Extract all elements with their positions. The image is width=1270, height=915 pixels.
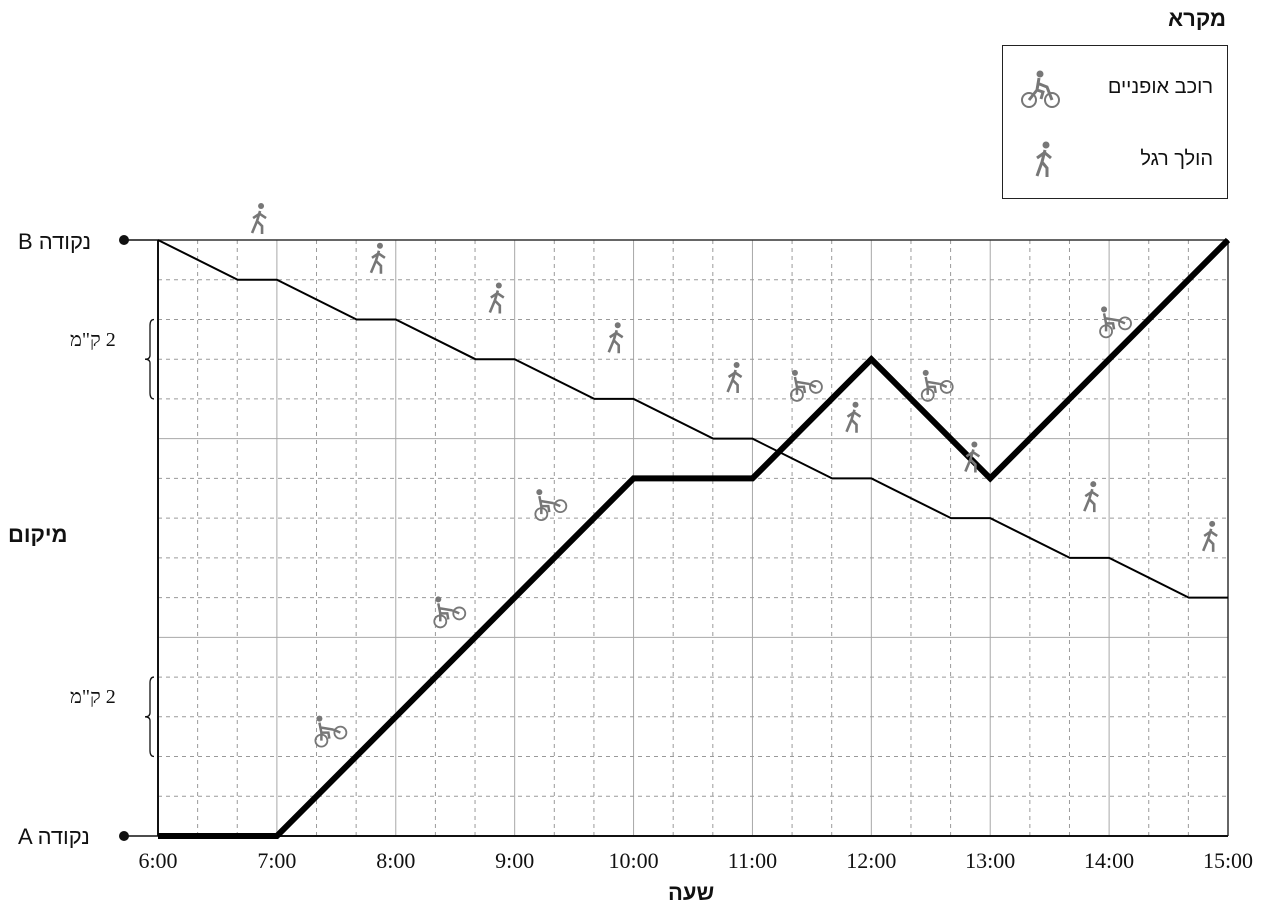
walker-icon [845, 401, 862, 433]
icon-layer [250, 203, 1218, 748]
series-line-cyclist [158, 237, 1231, 839]
cyclist-icon [534, 489, 568, 522]
walker-icon [369, 242, 386, 274]
walker-icon [1029, 140, 1059, 185]
x-tick-label: 15:00 [1203, 848, 1253, 873]
walker-icon [964, 441, 981, 473]
x-tick-label: 9:00 [495, 848, 534, 873]
walker-icon [250, 203, 267, 235]
x-tick-label: 13:00 [965, 848, 1015, 873]
legend-item-cyclist: רוכב אופניים [1003, 68, 1227, 108]
walker-icon [488, 282, 505, 314]
legend-title: מקרא [1168, 6, 1226, 31]
x-tick-labels: 6:00 7:00 8:00 9:00 10:00 11:00 12:00 13:00 14:0… [138, 848, 1253, 873]
series-layer [157, 237, 1231, 839]
point-b-marker [119, 235, 129, 245]
cyclist-icon [433, 596, 467, 629]
point-a-label: A נקודה [18, 824, 90, 849]
scale-brace-upper [144, 318, 155, 400]
walker-icon [607, 322, 624, 354]
legend-label-walker: הולך רגל [1140, 148, 1213, 170]
walker-icon [726, 361, 743, 393]
x-tick-label: 6:00 [138, 848, 177, 873]
x-axis-label: שעה [668, 880, 715, 905]
x-tick-label: 11:00 [728, 848, 777, 873]
legend: רוכב אופניים הולך רגל [1002, 45, 1228, 199]
cyclist-icon [920, 369, 954, 402]
cyclist-icon [1099, 306, 1132, 339]
x-tick-label: 14:00 [1084, 848, 1134, 873]
series-line-walker [157, 239, 1228, 599]
walker-icon [1201, 520, 1218, 552]
point-b-label: B נקודה [18, 229, 92, 254]
x-tick-label: 10:00 [608, 848, 658, 873]
x-tick-label: 8:00 [376, 848, 415, 873]
x-tick-label: 12:00 [846, 848, 896, 873]
grid [158, 240, 1228, 836]
cyclist-icon [314, 715, 348, 748]
scale-brace-lower [144, 676, 155, 758]
axes [119, 235, 1229, 841]
scale-label-upper: 2 ק"מ [70, 329, 116, 351]
legend-label-cyclist: רוכב אופניים [1107, 76, 1213, 98]
cyclist-icon [1019, 68, 1063, 117]
legend-item-walker: הולך רגל [1003, 140, 1227, 180]
scale-label-lower: 2 ק"מ [70, 686, 116, 708]
point-a-marker [119, 831, 129, 841]
x-tick-label: 7:00 [257, 848, 296, 873]
cyclist-icon [790, 369, 823, 402]
walker-icon [1083, 481, 1099, 513]
y-axis-label: מיקום [8, 522, 68, 547]
